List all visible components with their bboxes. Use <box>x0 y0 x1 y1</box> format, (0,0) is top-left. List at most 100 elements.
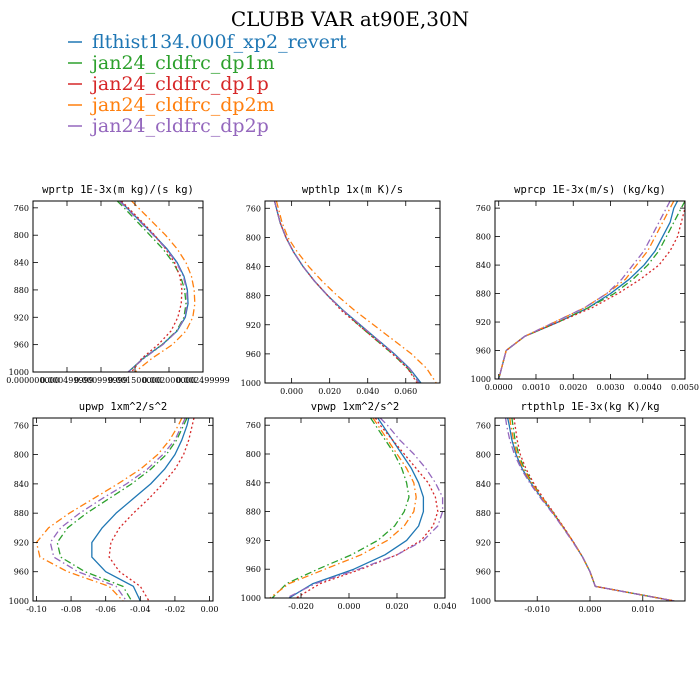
x-tick-label: -0.10 <box>26 605 47 614</box>
series-group <box>504 418 675 601</box>
legend-item: jan24_cldfrc_dp1p <box>68 73 269 95</box>
series-line <box>498 201 685 379</box>
x-tick-label: 0.002499999 <box>176 376 229 385</box>
legend-item: flthist134.000f_xp2_revert <box>68 31 347 53</box>
panel-title: wpthlp 1x(m K)/s <box>302 184 403 196</box>
series-line <box>35 418 183 601</box>
plot-frame <box>264 417 446 599</box>
plot-frame <box>494 200 686 380</box>
y-tick-label: 960 <box>476 347 491 356</box>
x-tick-label: -0.02 <box>165 605 186 614</box>
y-tick-label: 960 <box>14 568 29 577</box>
x-tick-label: 0.000999999 <box>74 376 127 385</box>
y-tick-label: 800 <box>476 233 491 242</box>
series-line <box>504 418 675 601</box>
series-line <box>273 201 418 383</box>
x-tick-label: 0.000 <box>280 387 303 396</box>
legend-label: jan24_cldfrc_dp1p <box>90 73 269 95</box>
series-group <box>498 201 685 379</box>
series-line <box>498 201 675 379</box>
panels: wprtp 1E-3x(m kg)/(s kg) 760 800 840 880 920 9… <box>6 184 699 614</box>
x-tick-label: 0.0040 <box>634 383 662 392</box>
figure-title: CLUBB VAR at90E,30N <box>231 7 469 31</box>
series-line <box>295 418 439 598</box>
x-tick-label: 0.00 <box>201 605 219 614</box>
y-tick-label: 840 <box>14 480 29 489</box>
y-tick-label: 920 <box>14 538 29 547</box>
plot-frame <box>264 200 441 384</box>
legend-item: jan24_cldfrc_dp2m <box>68 94 275 116</box>
x-tick-label: 0.000 <box>338 602 361 611</box>
y-tick-label: 880 <box>14 509 29 518</box>
y-tick-label: 960 <box>476 568 491 577</box>
series-group <box>116 201 196 372</box>
y-tick-label: 760 <box>14 204 29 213</box>
y-tick-label: 880 <box>476 509 491 518</box>
x-tick-label: 0.002000000 <box>142 376 195 385</box>
y-tick-label: 1000 <box>471 597 491 606</box>
y-tick-label: 880 <box>246 508 261 517</box>
x-tick-label: -0.010 <box>524 605 550 614</box>
chart-panel: upwp 1xm^2/s^2 760 800 840 880 920 960 1000-0.1… <box>9 401 219 614</box>
series-group <box>269 418 444 598</box>
series-line <box>509 418 675 601</box>
y-tick-label: 840 <box>476 480 491 489</box>
legend-label: jan24_cldfrc_dp1m <box>90 52 275 74</box>
y-tick-label: 1000 <box>471 375 491 384</box>
series-line <box>286 418 444 598</box>
y-tick-label: 920 <box>246 321 261 330</box>
x-tick-label: 0.010 <box>631 605 654 614</box>
y-tick-label: 800 <box>246 233 261 242</box>
y-tick-label: 880 <box>476 290 491 299</box>
y-tick-label: 960 <box>246 350 261 359</box>
y-tick-label: 760 <box>14 421 29 430</box>
y-tick-label: 840 <box>246 263 261 272</box>
series-line <box>56 418 188 601</box>
panel-title: vpwp 1xm^2/s^2 <box>311 401 400 413</box>
y-tick-label: 840 <box>246 479 261 488</box>
y-tick-label: 1000 <box>9 368 29 377</box>
legend-label: jan24_cldfrc_dp2p <box>90 115 269 137</box>
plot-frame <box>32 200 204 373</box>
x-tick-label: 0.000499999 <box>40 376 93 385</box>
series-line <box>118 201 189 372</box>
panel-title: wprcp 1E-3x(m/s) (kg/kg) <box>514 184 666 196</box>
y-tick-label: 840 <box>476 261 491 270</box>
series-line <box>120 201 183 372</box>
chart-panel: wpthlp 1x(m K)/s 760 800 840 880 920 960 1000 0.… <box>241 184 441 396</box>
panel-title: rtpthlp 1E-3x(kg K)/kg <box>520 401 659 413</box>
legend-item: jan24_cldfrc_dp2p <box>68 115 269 137</box>
series-line <box>498 201 671 379</box>
legend-label: jan24_cldfrc_dp2m <box>90 94 275 116</box>
y-tick-label: 800 <box>14 231 29 240</box>
y-tick-label: 960 <box>14 341 29 350</box>
x-tick-label: 0.000 <box>579 605 602 614</box>
x-tick-label: 0.0020 <box>559 383 587 392</box>
series-line <box>288 418 425 598</box>
legend-item: jan24_cldfrc_dp1m <box>68 52 275 74</box>
x-tick-label: 0.001500000 <box>108 376 161 385</box>
x-tick-label: 0.040 <box>434 602 457 611</box>
y-tick-label: 920 <box>246 536 261 545</box>
x-tick-label: 0.0010 <box>522 383 550 392</box>
y-tick-label: 1000 <box>241 594 261 603</box>
y-tick-label: 880 <box>14 286 29 295</box>
chart-panel: wprcp 1E-3x(m/s) (kg/kg) 760 800 840 880 920 9… <box>471 184 699 392</box>
x-tick-label: 0.0050 <box>671 383 699 392</box>
y-tick-label: 800 <box>246 450 261 459</box>
x-tick-label: 0.040 <box>356 387 379 396</box>
x-tick-label: 0.020 <box>318 387 341 396</box>
x-tick-label: 0.020 <box>386 602 409 611</box>
series-line <box>269 418 417 598</box>
x-tick-label: -0.08 <box>61 605 82 614</box>
series-group <box>273 201 437 383</box>
y-tick-label: 840 <box>14 259 29 268</box>
x-tick-label: 0.0030 <box>596 383 624 392</box>
y-tick-label: 1000 <box>241 379 261 388</box>
legend-label: flthist134.000f_xp2_revert <box>92 31 347 53</box>
x-tick-label: 0.000000000 <box>6 376 59 385</box>
x-tick-label: 0.0000 <box>485 383 513 392</box>
y-tick-label: 760 <box>246 421 261 430</box>
